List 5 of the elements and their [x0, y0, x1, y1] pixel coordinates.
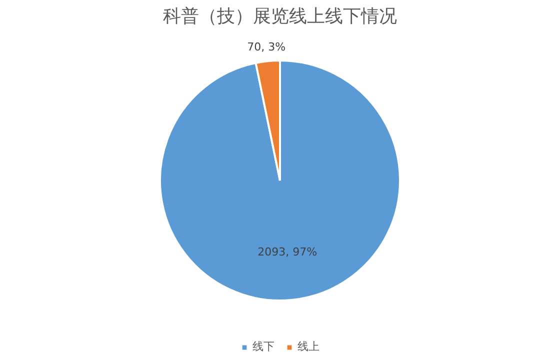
chart-title: 科普（技）展览线上线下情况: [163, 6, 397, 27]
legend-label: 线下: [252, 339, 274, 354]
legend-label: 线上: [298, 339, 320, 354]
data-label: 70, 3%: [247, 40, 286, 54]
data-label: 2093, 97%: [258, 246, 318, 259]
